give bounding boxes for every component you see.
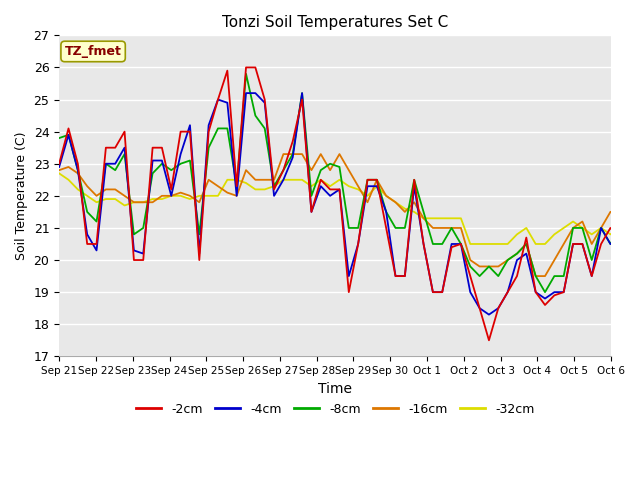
-8cm: [448, 225, 456, 231]
-4cm: [392, 273, 399, 279]
-16cm: [438, 225, 446, 231]
-16cm: [392, 199, 399, 205]
-8cm: [438, 241, 446, 247]
-2cm: [448, 244, 456, 250]
Line: -32cm: -32cm: [59, 173, 640, 244]
-32cm: [467, 241, 474, 247]
-32cm: [298, 177, 306, 183]
Line: -4cm: -4cm: [59, 93, 640, 314]
-32cm: [438, 216, 446, 221]
-2cm: [242, 64, 250, 70]
-8cm: [541, 289, 549, 295]
Title: Tonzi Soil Temperatures Set C: Tonzi Soil Temperatures Set C: [222, 15, 448, 30]
-4cm: [438, 289, 446, 295]
-16cm: [308, 167, 316, 173]
Y-axis label: Soil Temperature (C): Soil Temperature (C): [15, 132, 28, 260]
-16cm: [130, 199, 138, 205]
-4cm: [355, 241, 362, 247]
-16cm: [355, 183, 362, 189]
-4cm: [485, 312, 493, 317]
-4cm: [130, 248, 138, 253]
-16cm: [532, 273, 540, 279]
Line: -2cm: -2cm: [59, 67, 640, 340]
-2cm: [130, 257, 138, 263]
-2cm: [308, 209, 316, 215]
-8cm: [55, 135, 63, 141]
-2cm: [355, 241, 362, 247]
-8cm: [355, 225, 362, 231]
-8cm: [392, 225, 399, 231]
-16cm: [280, 151, 287, 157]
-8cm: [308, 193, 316, 199]
X-axis label: Time: Time: [318, 382, 352, 396]
-4cm: [242, 90, 250, 96]
-8cm: [130, 231, 138, 237]
-4cm: [55, 164, 63, 170]
-32cm: [55, 170, 63, 176]
-2cm: [438, 289, 446, 295]
-4cm: [448, 241, 456, 247]
-32cm: [382, 193, 390, 199]
Line: -8cm: -8cm: [59, 74, 640, 292]
Legend: -2cm, -4cm, -8cm, -16cm, -32cm: -2cm, -4cm, -8cm, -16cm, -32cm: [131, 398, 540, 420]
-16cm: [55, 167, 63, 173]
Text: TZ_fmet: TZ_fmet: [65, 45, 122, 58]
Line: -16cm: -16cm: [59, 154, 640, 276]
-2cm: [55, 161, 63, 167]
-2cm: [485, 337, 493, 343]
-32cm: [130, 199, 138, 205]
-8cm: [242, 71, 250, 77]
-4cm: [308, 209, 316, 215]
-32cm: [429, 216, 436, 221]
-32cm: [345, 183, 353, 189]
-2cm: [392, 273, 399, 279]
-16cm: [448, 225, 456, 231]
